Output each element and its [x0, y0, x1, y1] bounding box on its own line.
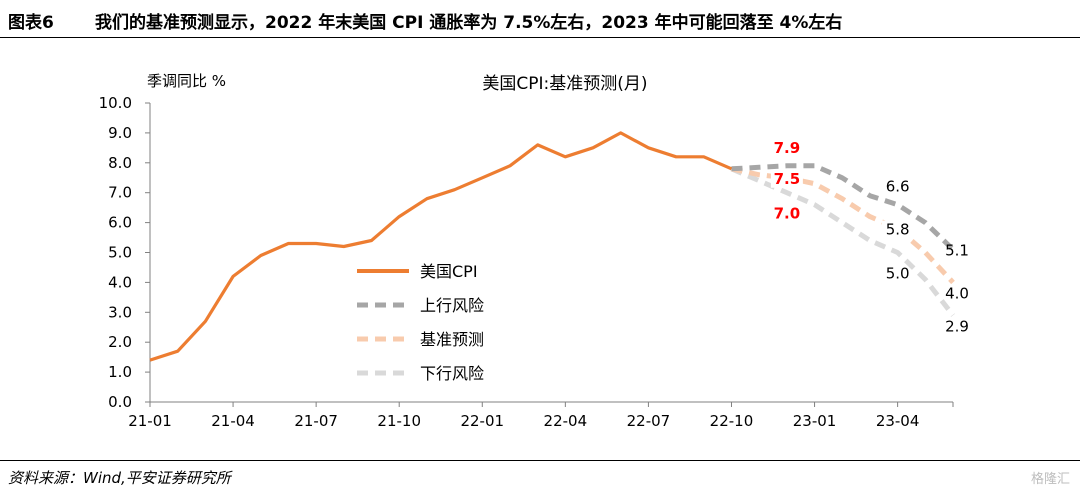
y-axis-label: 季调同比 %: [147, 72, 226, 90]
data-label: 7.5: [774, 170, 801, 188]
legend-label: 美国CPI: [420, 262, 478, 281]
y-tick-label: 6.0: [108, 214, 132, 232]
x-tick-label: 21-04: [211, 412, 255, 430]
x-tick-label: 21-10: [377, 412, 421, 430]
data-label-bg: [770, 169, 803, 188]
watermark: 格隆汇: [1030, 472, 1070, 487]
chart-data-labels: 7.9 7.5 7.0 6.6 5.8 5.0 5.1 4.0 2.9: [770, 139, 969, 335]
data-label: 7.9: [774, 139, 801, 157]
data-label: 6.6: [886, 178, 910, 196]
data-label: 5.0: [886, 265, 910, 283]
y-tick-label: 5.0: [108, 244, 132, 262]
chart-title: 美国CPI:基准预测(月): [482, 74, 647, 94]
y-tick-label: 4.0: [108, 273, 132, 291]
data-label: 4.0: [945, 284, 969, 302]
data-label: 5.8: [886, 221, 910, 239]
x-tick-label: 23-01: [793, 412, 837, 430]
figure-title: 我们的基准预测显示，2022 年末美国 CPI 通胀率为 7.5%左右，2023…: [95, 13, 843, 33]
y-tick-label: 2.0: [108, 333, 132, 351]
data-label: 7.0: [774, 205, 801, 223]
data-label-bg: [881, 220, 914, 239]
data-label: 2.9: [945, 317, 969, 335]
legend-label: 基准预测: [420, 330, 484, 349]
x-tick-label: 21-01: [128, 412, 172, 430]
chart-series: [149, 131, 955, 362]
x-tick-label: 23-04: [876, 412, 920, 430]
y-tick-label: 1.0: [108, 363, 132, 381]
y-tick-label: 8.0: [108, 154, 132, 172]
cpi-forecast-chart: 0.0 1.0 2.0 3.0 4.0 5.0 6.0 7.0 8.0 9.0 10.0 21-01 2…: [99, 72, 969, 430]
figure-label: 图表6: [8, 13, 54, 33]
legend-label: 下行风险: [420, 364, 484, 383]
series-line-2: [731, 163, 955, 252]
source-note: 资料来源：Wind,平安证券研究所: [8, 469, 231, 487]
series-line-4: [730, 166, 955, 317]
y-tick-label: 0.0: [108, 393, 132, 411]
legend-label: 上行风险: [420, 296, 484, 315]
x-tick-label: 22-07: [627, 412, 671, 430]
data-label: 5.1: [945, 242, 969, 260]
y-tick-label: 3.0: [108, 303, 132, 321]
figure-header: 图表6 我们的基准预测显示，2022 年末美国 CPI 通胀率为 7.5%左右，…: [0, 0, 1080, 38]
x-tick-label: 22-04: [544, 412, 588, 430]
series-line-3: [730, 166, 955, 285]
y-tick-label: 10.0: [99, 94, 132, 112]
x-tick-label: 22-01: [460, 412, 504, 430]
figure-footer: 资料来源：Wind,平安证券研究所 格隆汇: [0, 460, 1080, 495]
y-tick-label: 9.0: [108, 124, 132, 142]
y-tick-label: 7.0: [108, 184, 132, 202]
x-tick-label: 22-10: [710, 412, 754, 430]
x-tick-label: 21-07: [294, 412, 338, 430]
series-line-1: [149, 131, 733, 362]
chart-axes: 0.0 1.0 2.0 3.0 4.0 5.0 6.0 7.0 8.0 9.0 10.0 21-01 2…: [99, 94, 954, 430]
